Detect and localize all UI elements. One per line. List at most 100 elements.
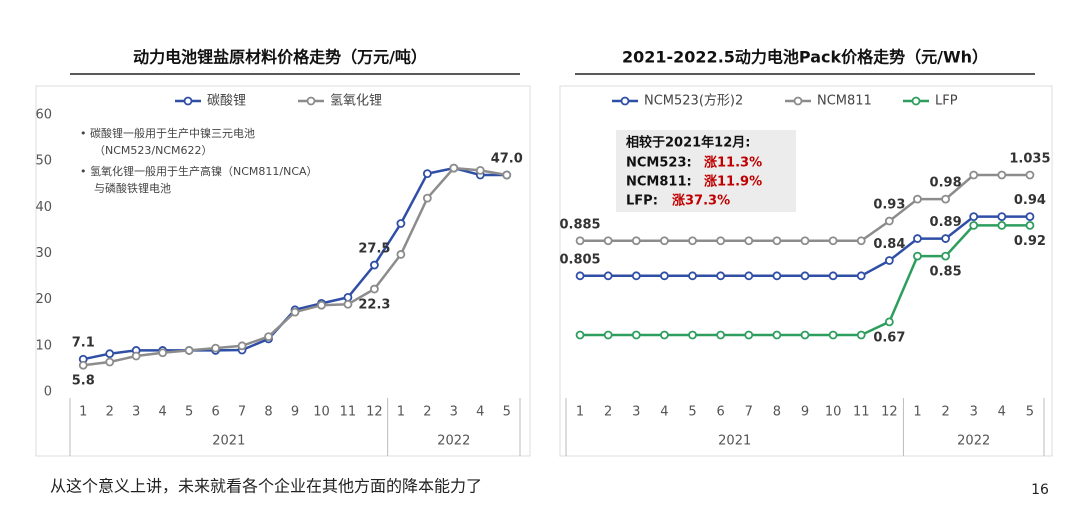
data-point: [969, 212, 979, 222]
data-point: [343, 292, 353, 302]
x-tick-label: 7: [238, 405, 246, 420]
data-point: [131, 351, 141, 361]
data-label: 0.93: [873, 198, 905, 213]
data-point: [422, 169, 432, 179]
x-tick-label: 2: [941, 405, 949, 420]
data-label: 0.85: [930, 265, 962, 280]
x-group-label: 2021: [212, 434, 245, 449]
data-point: [631, 330, 641, 340]
y-tick-label: 20: [35, 292, 52, 307]
x-group-label: 2022: [437, 434, 470, 449]
note: （NCM523/NCM622）: [94, 144, 213, 157]
data-point: [449, 163, 459, 173]
data-point: [997, 212, 1007, 222]
note: 与磷酸铁锂电池: [94, 181, 171, 195]
legend-label: LFP: [935, 94, 958, 109]
legend-marker: [911, 96, 921, 106]
data-label: 0.98: [930, 176, 962, 191]
data-point: [744, 330, 754, 340]
data-point: [744, 236, 754, 246]
x-tick-label: 5: [503, 405, 511, 420]
x-tick-label: 3: [632, 405, 640, 420]
data-point: [343, 299, 353, 309]
data-label: 7.1: [72, 336, 95, 351]
x-tick-label: 5: [185, 405, 193, 420]
data-point: [744, 271, 754, 281]
x-tick-label: 4: [159, 405, 167, 420]
data-label: 0.89: [930, 215, 962, 230]
legend-label: NCM523(方形)2: [644, 93, 743, 109]
x-tick-label: 12: [881, 405, 898, 420]
x-tick-label: 2: [604, 405, 612, 420]
legend-marker: [620, 96, 630, 106]
data-point: [913, 194, 922, 204]
data-label: 0.92: [1014, 234, 1046, 249]
data-point: [603, 236, 613, 246]
info-name: LFP:: [626, 194, 658, 209]
x-tick-label: 10: [313, 405, 330, 420]
x-tick-label: 11: [853, 405, 870, 420]
x-tick-label: 1: [397, 405, 405, 420]
data-point: [396, 250, 406, 259]
data-point: [688, 330, 697, 340]
left-frame: [35, 85, 531, 457]
info-name: NCM523:: [626, 156, 692, 171]
x-tick-label: 3: [970, 405, 978, 420]
right-frame: [559, 85, 1053, 457]
data-point: [211, 343, 220, 353]
data-point: [1025, 212, 1035, 222]
data-point: [856, 330, 866, 340]
data-point: [856, 236, 866, 246]
data-point: [828, 236, 838, 246]
x-tick-label: 8: [264, 405, 272, 420]
x-tick-label: 4: [476, 405, 484, 420]
data-point: [396, 219, 406, 228]
data-point: [370, 284, 379, 294]
data-point: [800, 330, 810, 340]
legend-marker: [183, 96, 193, 106]
x-tick-label: 1: [576, 405, 584, 420]
x-tick-label: 3: [450, 405, 458, 420]
data-point: [603, 330, 613, 340]
data-point: [660, 271, 669, 281]
note: • 氢氧化锂一般用于生产高镍（NCM811/NCA）: [80, 164, 318, 178]
data-point: [997, 170, 1007, 180]
legend-label: 氢氧化锂: [330, 94, 382, 109]
data-point: [631, 236, 641, 246]
data-label: 47.0: [491, 152, 523, 167]
x-tick-label: 12: [366, 405, 383, 420]
data-point: [575, 271, 585, 281]
x-group-label: 2022: [957, 434, 990, 449]
legend-label: 碳酸锂: [207, 94, 246, 109]
data-point: [969, 170, 979, 180]
x-tick-label: 5: [688, 405, 696, 420]
info-change: 涨11.3%: [703, 156, 762, 171]
data-point: [828, 271, 838, 281]
data-point: [660, 236, 669, 246]
data-point: [317, 300, 326, 310]
data-point: [78, 360, 88, 370]
data-point: [105, 357, 115, 367]
data-point: [884, 317, 894, 327]
data-point: [475, 165, 485, 175]
data-point: [800, 236, 810, 246]
data-point: [716, 271, 726, 281]
data-point: [828, 330, 838, 340]
data-point: [997, 221, 1007, 230]
info-change: 涨37.3%: [671, 194, 730, 209]
x-tick-label: 5: [1026, 405, 1034, 420]
data-point: [913, 251, 922, 261]
data-point: [1025, 221, 1035, 230]
chart-title: 动力电池锂盐原材料价格走势（万元/吨）: [133, 48, 427, 67]
data-label: 0.885: [559, 217, 600, 232]
y-tick-label: 10: [35, 338, 52, 353]
data-point: [772, 271, 782, 281]
legend-marker: [306, 96, 316, 106]
data-label: 1.035: [1009, 152, 1050, 167]
x-tick-label: 6: [211, 405, 219, 420]
data-point: [856, 271, 866, 281]
data-point: [884, 216, 894, 226]
x-tick-label: 9: [801, 405, 809, 420]
x-tick-label: 4: [660, 405, 668, 420]
data-label: 0.94: [1014, 193, 1046, 208]
